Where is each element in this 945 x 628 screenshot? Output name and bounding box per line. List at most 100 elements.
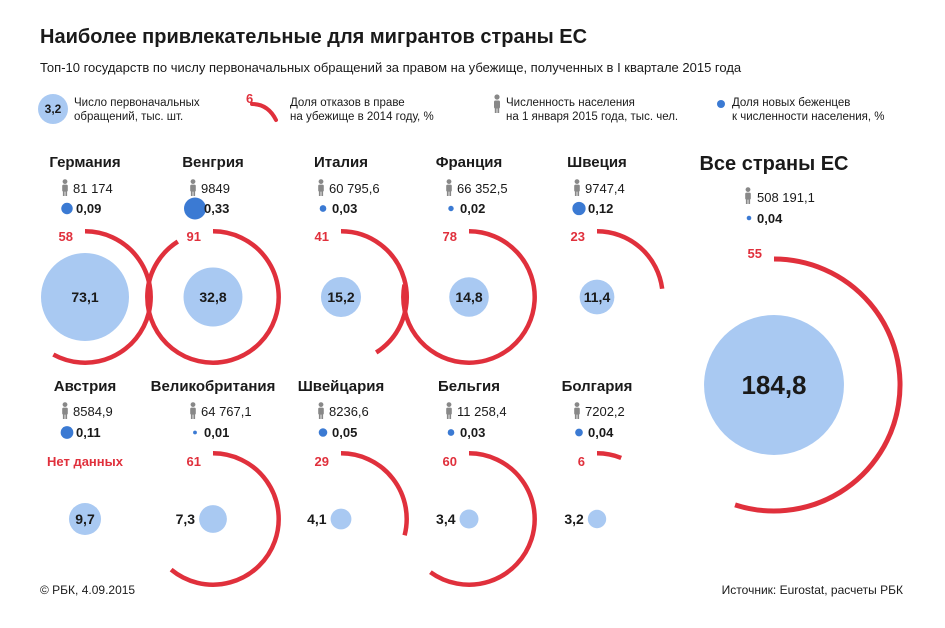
country-name: Австрия (54, 378, 117, 395)
total-rejection-arc (734, 256, 903, 514)
rejection-arc (596, 451, 623, 461)
refugee-share-dot (447, 429, 455, 436)
legend-applications-label: Число первоначальных обращений, тыс. шт. (74, 96, 200, 124)
refugee-share-dot (193, 430, 197, 435)
footer-copyright: © РБК, 4.09.2015 (40, 583, 136, 597)
total-refugee-share-value: 0,04 (757, 211, 783, 226)
population-value: 8236,6 (329, 404, 369, 419)
refugee-share-value: 0,12 (588, 201, 613, 216)
country-name: Франция (436, 154, 503, 171)
person-icon (190, 179, 196, 196)
person-icon (494, 94, 500, 113)
legend-applications-line2: обращений, тыс. шт. (74, 111, 184, 123)
total-name: Все страны ЕС (699, 153, 848, 175)
population-value: 9849 (201, 181, 230, 196)
legend-refugees-line1: Доля новых беженцев (732, 97, 851, 109)
applications-bubble (41, 253, 129, 341)
refugee-share-dot (61, 202, 73, 215)
country-name: Великобритания (151, 378, 276, 395)
chart-title: Наиболее привлекательные для мигрантов с… (40, 26, 588, 48)
applications-value: 15,2 (327, 289, 354, 305)
rejection-value: 61 (187, 454, 201, 469)
applications-value: 11,4 (584, 289, 611, 305)
rejection-arc (401, 229, 537, 365)
legend-population-label: Численность населения на 1 января 2015 г… (506, 96, 678, 124)
country-name: Швейцария (298, 378, 385, 395)
refugee-share-value: 0,05 (332, 425, 357, 440)
applications-bubble (579, 279, 615, 315)
country-name: Германия (49, 154, 120, 171)
total-applications-value: 184,8 (741, 370, 806, 400)
legend-refugees-label: Доля новых беженцев к численности населе… (732, 96, 884, 124)
applications-bubble (320, 276, 362, 318)
refugee-share-dot (575, 428, 583, 437)
refugee-share-value: 0,09 (76, 201, 101, 216)
total-refugee-share-dot (746, 215, 752, 221)
rejection-arc (596, 229, 665, 290)
refugee-share-value: 0,33 (204, 201, 229, 216)
person-icon (745, 187, 751, 204)
rejection-value: 60 (443, 454, 457, 469)
refugee-share-dot (572, 201, 586, 216)
applications-bubble (199, 505, 227, 533)
legend-population-line2: на 1 января 2015 года, тыс. чел. (506, 111, 679, 123)
person-icon (62, 402, 68, 419)
refugee-share-value: 0,03 (332, 201, 357, 216)
country-group: Австрия 8584,9 0,11 Нет данных 9,7 (47, 378, 124, 536)
rejection-value: 41 (315, 229, 329, 244)
rejection-arc (429, 451, 537, 587)
total-rejection-value: 55 (748, 246, 762, 261)
rejection-arc (169, 451, 281, 587)
legend-applications-line1: Число первоначальных (74, 97, 200, 109)
rejection-value: 78 (443, 229, 457, 244)
country-name: Бельгия (438, 378, 500, 395)
rejection-value: 29 (315, 454, 329, 469)
refugee-share-value: 0,04 (588, 425, 614, 440)
person-icon (574, 402, 580, 419)
legend-population-line1: Численность населения (506, 97, 635, 109)
refugee-share-dot (318, 428, 328, 437)
population-value: 60 795,6 (329, 181, 380, 196)
chart-subtitle: Топ-10 государств по числу первоначальны… (40, 60, 742, 75)
applications-value: 3,2 (564, 511, 584, 527)
population-value: 7202,2 (585, 404, 625, 419)
person-icon (574, 179, 580, 196)
refugee-share-value: 0,02 (460, 201, 485, 216)
person-icon (446, 402, 452, 419)
applications-value: 14,8 (455, 289, 482, 305)
legend-rejections-arc-icon (250, 102, 278, 122)
applications-value: 9,7 (75, 511, 95, 527)
total-population-value: 508 191,1 (757, 190, 815, 205)
country-name: Италия (314, 154, 368, 171)
person-icon (446, 179, 452, 196)
person-icon (318, 179, 324, 196)
applications-value: 7,3 (176, 511, 196, 527)
applications-bubble (330, 508, 352, 530)
person-icon (318, 402, 324, 419)
population-value: 9747,4 (585, 181, 625, 196)
country-group: Болгария 7202,2 0,046 3,2 (562, 378, 633, 529)
refugee-share-dot (448, 205, 454, 212)
applications-bubble (68, 502, 102, 536)
applications-bubble (587, 509, 607, 529)
applications-value: 3,4 (436, 511, 456, 527)
refugee-share-dot (184, 197, 206, 220)
applications-value: 73,1 (71, 289, 98, 305)
dot-icon (717, 100, 725, 108)
legend-applications-bubble: 3,2 (38, 94, 68, 124)
legend-rejections-sample: 6 (246, 91, 254, 106)
applications-bubble (449, 277, 489, 317)
rejection-value: 58 (59, 229, 73, 244)
country-name: Болгария (562, 378, 633, 395)
population-value: 64 767,1 (201, 404, 252, 419)
legend-rejections-line2: на убежище в 2014 году, % (290, 111, 434, 123)
rejection-arc (145, 229, 281, 365)
